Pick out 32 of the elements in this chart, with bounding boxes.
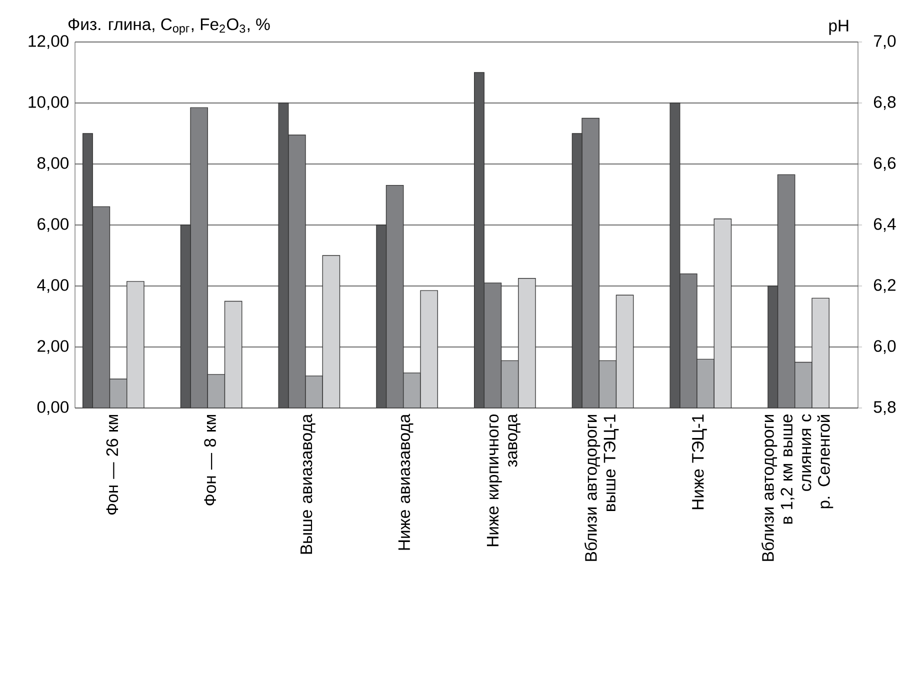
x-tick-label: Выше авиазавода	[300, 414, 316, 554]
x-tick-label: Фон — 8 км	[204, 414, 216, 506]
bar	[403, 372, 421, 408]
y2-tick-label: 7,0	[874, 35, 896, 49]
y-tick-label: 4,00	[37, 279, 69, 293]
y-tick-label: 10,00	[28, 96, 69, 110]
bar	[696, 358, 714, 408]
bar	[109, 378, 128, 408]
bar	[207, 374, 226, 408]
x-tick-label: Ниже ТЭЦ-1	[692, 414, 707, 510]
y2-tick-label: 6,2	[874, 279, 896, 293]
x-tick-label: Ниже авиазавода	[398, 414, 414, 550]
x-tick-label: Фон — 26 км	[106, 414, 118, 515]
y2-tick-label: 6,6	[874, 157, 896, 171]
bar	[794, 362, 812, 408]
y-tick-label: 6,00	[38, 218, 69, 232]
y-tick-label: 12,00	[28, 35, 69, 49]
bar	[500, 360, 519, 408]
bar	[305, 376, 323, 408]
x-tick-label: Вблизи автодороги выше ТЭЦ-1	[584, 414, 619, 561]
y-tick-label: 2,00	[38, 340, 69, 354]
y2-axis-title: pH	[829, 20, 848, 35]
y2-tick-label: 6,0	[874, 340, 896, 354]
y2-tick-label: 5,8	[874, 401, 896, 415]
y2-tick-label: 6,4	[874, 218, 896, 232]
y-tick-label: 8,00	[37, 157, 69, 171]
bar	[598, 360, 617, 408]
y-tick-label: 0,00	[37, 401, 69, 415]
x-tick-label: Ниже кирпичного завода	[486, 414, 520, 546]
y-axis-title: Физ. глина, C$_{орг}$, Fe$_{2}$O$_{3}$, %	[68, 18, 270, 35]
y2-tick-label: 6,8	[874, 96, 896, 110]
x-tick-label: Вблизи автодороги в 1,2 км выше слияния с р. Селенгой	[761, 414, 834, 561]
